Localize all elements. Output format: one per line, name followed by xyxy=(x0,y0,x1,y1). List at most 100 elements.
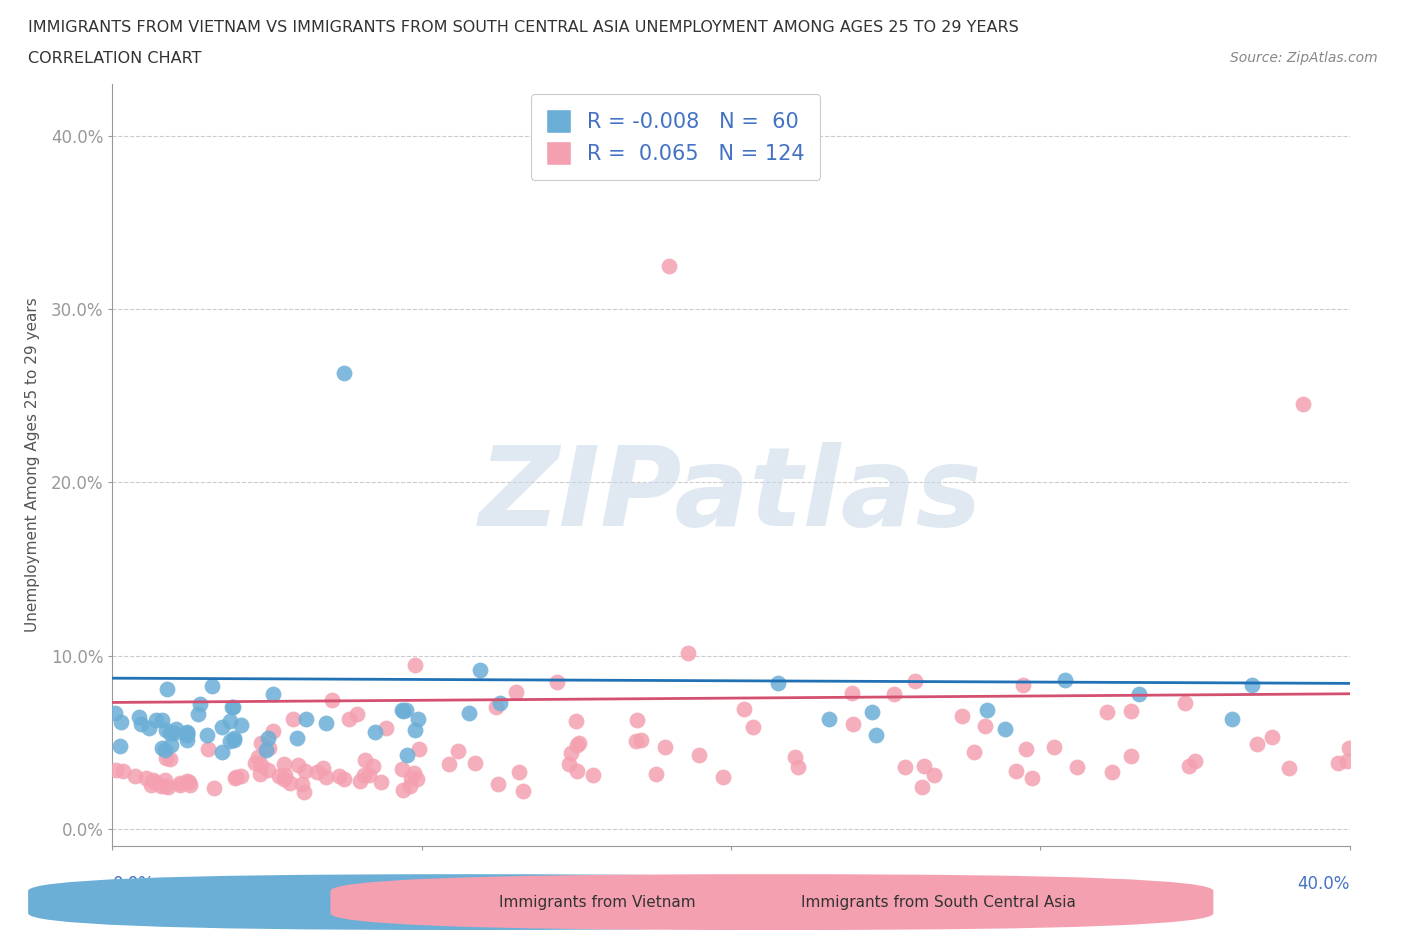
Point xyxy=(190,696,212,711)
Text: 0.0%: 0.0% xyxy=(112,875,155,894)
Point xyxy=(155,682,177,697)
Point xyxy=(273,772,295,787)
Point xyxy=(305,764,328,779)
Point xyxy=(658,259,681,273)
Point xyxy=(1174,695,1197,710)
Point xyxy=(278,776,301,790)
Point xyxy=(458,706,481,721)
Point xyxy=(1220,711,1243,726)
Point xyxy=(291,777,314,791)
Point xyxy=(267,769,290,784)
Point xyxy=(1177,758,1199,773)
Point xyxy=(108,738,131,753)
Y-axis label: Unemployment Among Ages 25 to 29 years: Unemployment Among Ages 25 to 29 years xyxy=(25,298,39,632)
Point xyxy=(176,774,198,789)
Point xyxy=(1336,753,1358,768)
Point xyxy=(328,769,350,784)
Point xyxy=(176,724,198,739)
Point xyxy=(159,751,181,766)
Point xyxy=(145,712,167,727)
Point xyxy=(312,760,335,775)
Point xyxy=(973,719,995,734)
Point xyxy=(254,743,277,758)
Point xyxy=(391,762,413,777)
Point xyxy=(295,711,318,726)
Point xyxy=(361,759,384,774)
Point xyxy=(470,662,492,677)
Point xyxy=(315,716,337,731)
Point xyxy=(1241,677,1264,692)
Point xyxy=(1015,741,1038,756)
Point xyxy=(405,771,427,786)
Point xyxy=(187,706,209,721)
Point xyxy=(560,745,582,760)
Point xyxy=(346,706,368,721)
Point xyxy=(860,705,883,720)
Point xyxy=(218,734,240,749)
Point xyxy=(1043,740,1066,755)
Point xyxy=(437,756,460,771)
Point xyxy=(841,685,863,700)
Point xyxy=(337,711,360,726)
Point xyxy=(249,766,271,781)
Point xyxy=(565,737,588,752)
Point xyxy=(1119,703,1142,718)
Point xyxy=(395,703,418,718)
Text: Source: ZipAtlas.com: Source: ZipAtlas.com xyxy=(1230,51,1378,65)
Point xyxy=(364,724,387,739)
Point xyxy=(841,716,863,731)
Point xyxy=(404,658,426,672)
Point xyxy=(558,757,581,772)
Point xyxy=(865,727,887,742)
Point xyxy=(257,763,280,777)
Point xyxy=(169,777,191,792)
Point xyxy=(225,770,247,785)
Point xyxy=(1004,764,1026,779)
Point xyxy=(294,764,316,778)
Point xyxy=(124,768,146,783)
Point xyxy=(976,703,998,718)
Point xyxy=(281,711,304,726)
Point xyxy=(256,731,278,746)
Point xyxy=(1101,764,1123,779)
Point xyxy=(176,733,198,748)
Point xyxy=(104,705,127,720)
Point xyxy=(274,768,297,783)
Point xyxy=(229,717,252,732)
Text: Immigrants from South Central Asia: Immigrants from South Central Asia xyxy=(801,895,1077,910)
Point xyxy=(139,777,162,792)
Point xyxy=(1119,749,1142,764)
Point xyxy=(565,764,588,778)
Point xyxy=(259,740,281,755)
Point xyxy=(202,780,225,795)
Point xyxy=(159,725,181,740)
Point xyxy=(110,715,132,730)
Point xyxy=(273,757,295,772)
Point xyxy=(374,720,396,735)
Point xyxy=(315,770,337,785)
Point xyxy=(1260,729,1282,744)
Point xyxy=(1012,678,1035,693)
Point xyxy=(150,713,173,728)
Point xyxy=(508,764,530,779)
Point xyxy=(195,727,218,742)
Point xyxy=(138,720,160,735)
FancyBboxPatch shape xyxy=(330,874,1213,930)
Point xyxy=(408,742,430,757)
Point xyxy=(112,764,135,778)
Point xyxy=(406,712,429,727)
Point xyxy=(357,767,380,782)
Point xyxy=(565,713,588,728)
Point xyxy=(370,775,392,790)
Point xyxy=(153,778,176,793)
Text: ZIPatlas: ZIPatlas xyxy=(479,442,983,549)
Point xyxy=(1097,704,1119,719)
Legend: R = -0.008   N =  60, R =  0.065   N = 124: R = -0.008 N = 60, R = 0.065 N = 124 xyxy=(531,94,820,179)
Point xyxy=(262,686,284,701)
Point xyxy=(250,757,273,772)
Point xyxy=(333,365,356,380)
Point xyxy=(783,750,806,764)
Point xyxy=(645,766,668,781)
Point xyxy=(766,676,789,691)
Point xyxy=(165,722,187,737)
